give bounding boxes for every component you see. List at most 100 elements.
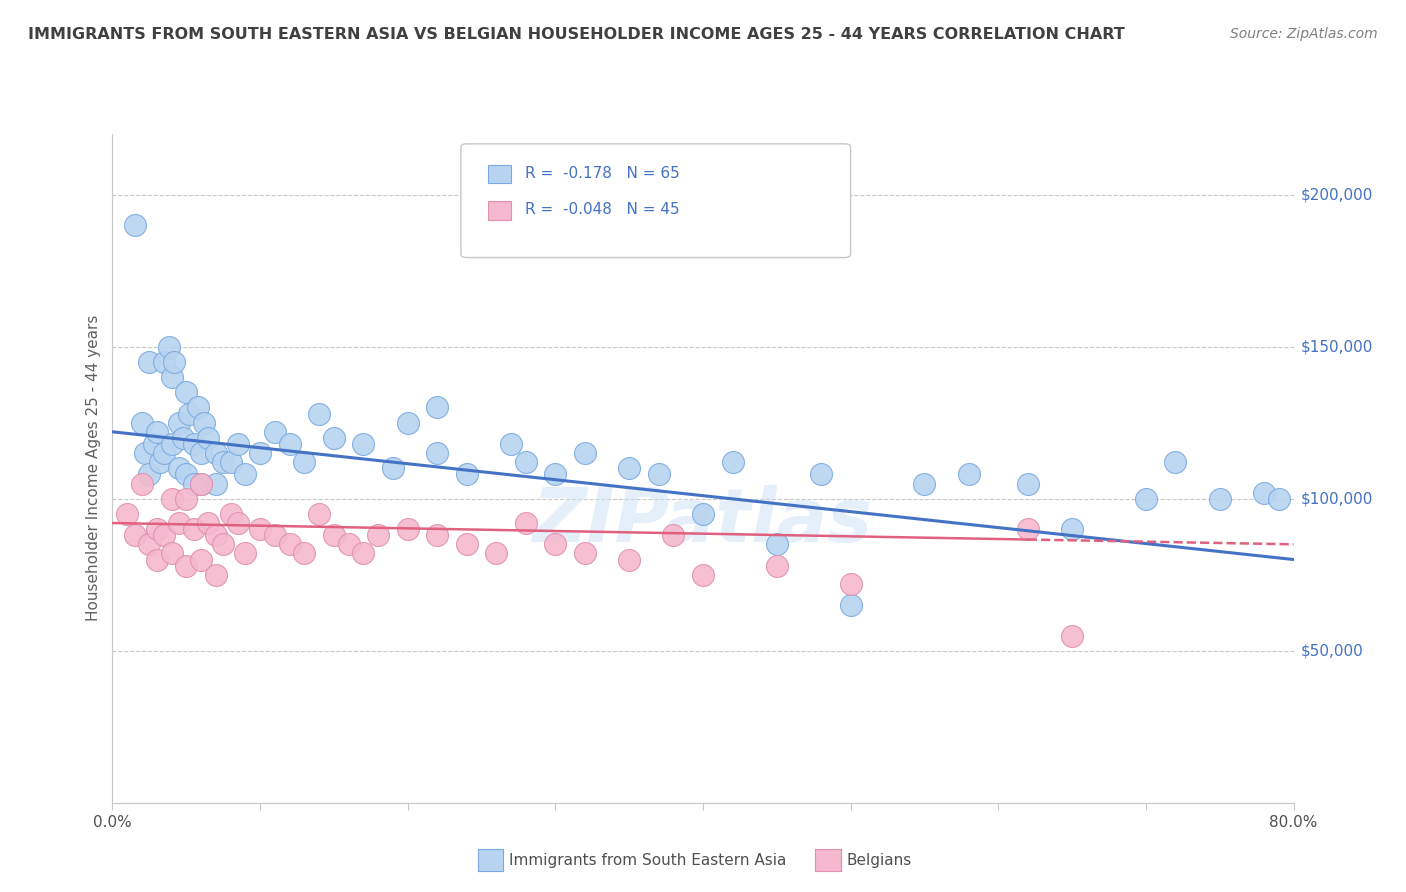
Text: $150,000: $150,000 [1301, 339, 1372, 354]
Point [662, 528, 685, 542]
Point [619, 461, 641, 475]
Point [167, 516, 190, 530]
Point [142, 437, 165, 451]
Point [264, 425, 287, 439]
Point [352, 546, 374, 560]
Point [149, 455, 172, 469]
Point [183, 522, 205, 536]
Point [647, 467, 671, 482]
Point [153, 528, 176, 542]
Point [839, 577, 862, 591]
Point [193, 416, 215, 430]
Point [249, 446, 271, 460]
Text: ZIPatlas: ZIPatlas [533, 485, 873, 558]
Point [619, 552, 641, 566]
Point [172, 431, 194, 445]
Point [157, 340, 180, 354]
Point [124, 528, 146, 542]
Point [167, 416, 190, 430]
Point [117, 507, 138, 521]
Point [396, 416, 419, 430]
Point [485, 546, 508, 560]
Point [179, 407, 201, 421]
Text: Belgians: Belgians [846, 854, 911, 868]
Point [174, 558, 197, 573]
Point [212, 455, 235, 469]
Point [124, 218, 146, 232]
Point [308, 507, 330, 521]
Point [1253, 485, 1275, 500]
Point [174, 385, 197, 400]
Point [308, 407, 330, 421]
Point [1017, 476, 1039, 491]
Point [501, 437, 523, 451]
Y-axis label: Householder Income Ages 25 - 44 years: Householder Income Ages 25 - 44 years [86, 315, 101, 622]
Point [219, 507, 242, 521]
Point [1062, 522, 1084, 536]
Point [692, 567, 714, 582]
Point [426, 528, 449, 542]
Point [766, 558, 789, 573]
Point [146, 522, 169, 536]
Point [721, 455, 744, 469]
Point [574, 546, 596, 560]
Point [205, 446, 228, 460]
Point [233, 467, 256, 482]
Point [914, 476, 936, 491]
Point [278, 437, 301, 451]
Point [197, 431, 219, 445]
Point [183, 437, 205, 451]
Point [233, 546, 256, 560]
Point [134, 446, 156, 460]
Point [1208, 491, 1232, 506]
Point [226, 437, 249, 451]
Point [205, 528, 228, 542]
Point [167, 461, 190, 475]
Point [160, 370, 183, 384]
Point [138, 355, 160, 369]
Point [1164, 455, 1187, 469]
Point [160, 437, 183, 451]
Point [426, 401, 449, 415]
FancyBboxPatch shape [461, 144, 851, 258]
Point [190, 476, 212, 491]
Point [396, 522, 419, 536]
Point [1268, 491, 1291, 506]
Point [138, 467, 160, 482]
Point [544, 537, 567, 551]
Point [515, 516, 537, 530]
Point [810, 467, 832, 482]
Point [163, 355, 186, 369]
Point [278, 537, 301, 551]
Text: $100,000: $100,000 [1301, 491, 1372, 506]
Point [367, 528, 389, 542]
Point [160, 546, 183, 560]
Point [138, 537, 160, 551]
Point [190, 476, 212, 491]
Point [382, 461, 405, 475]
FancyBboxPatch shape [488, 202, 512, 220]
Point [456, 467, 478, 482]
Point [197, 516, 219, 530]
Point [183, 476, 205, 491]
Point [692, 507, 714, 521]
Point [146, 425, 169, 439]
Point [249, 522, 271, 536]
Point [337, 537, 360, 551]
Point [426, 446, 449, 460]
Point [190, 552, 212, 566]
Point [219, 455, 242, 469]
Text: R =  -0.178   N = 65: R = -0.178 N = 65 [526, 166, 681, 180]
Point [766, 537, 789, 551]
FancyBboxPatch shape [488, 165, 512, 184]
Point [1017, 522, 1039, 536]
Point [544, 467, 567, 482]
Point [515, 455, 537, 469]
Point [352, 437, 374, 451]
Point [131, 416, 153, 430]
Text: R =  -0.048   N = 45: R = -0.048 N = 45 [526, 202, 681, 218]
Point [131, 476, 153, 491]
Text: IMMIGRANTS FROM SOUTH EASTERN ASIA VS BELGIAN HOUSEHOLDER INCOME AGES 25 - 44 YE: IMMIGRANTS FROM SOUTH EASTERN ASIA VS BE… [28, 27, 1125, 42]
Point [1135, 491, 1157, 506]
Point [323, 528, 346, 542]
